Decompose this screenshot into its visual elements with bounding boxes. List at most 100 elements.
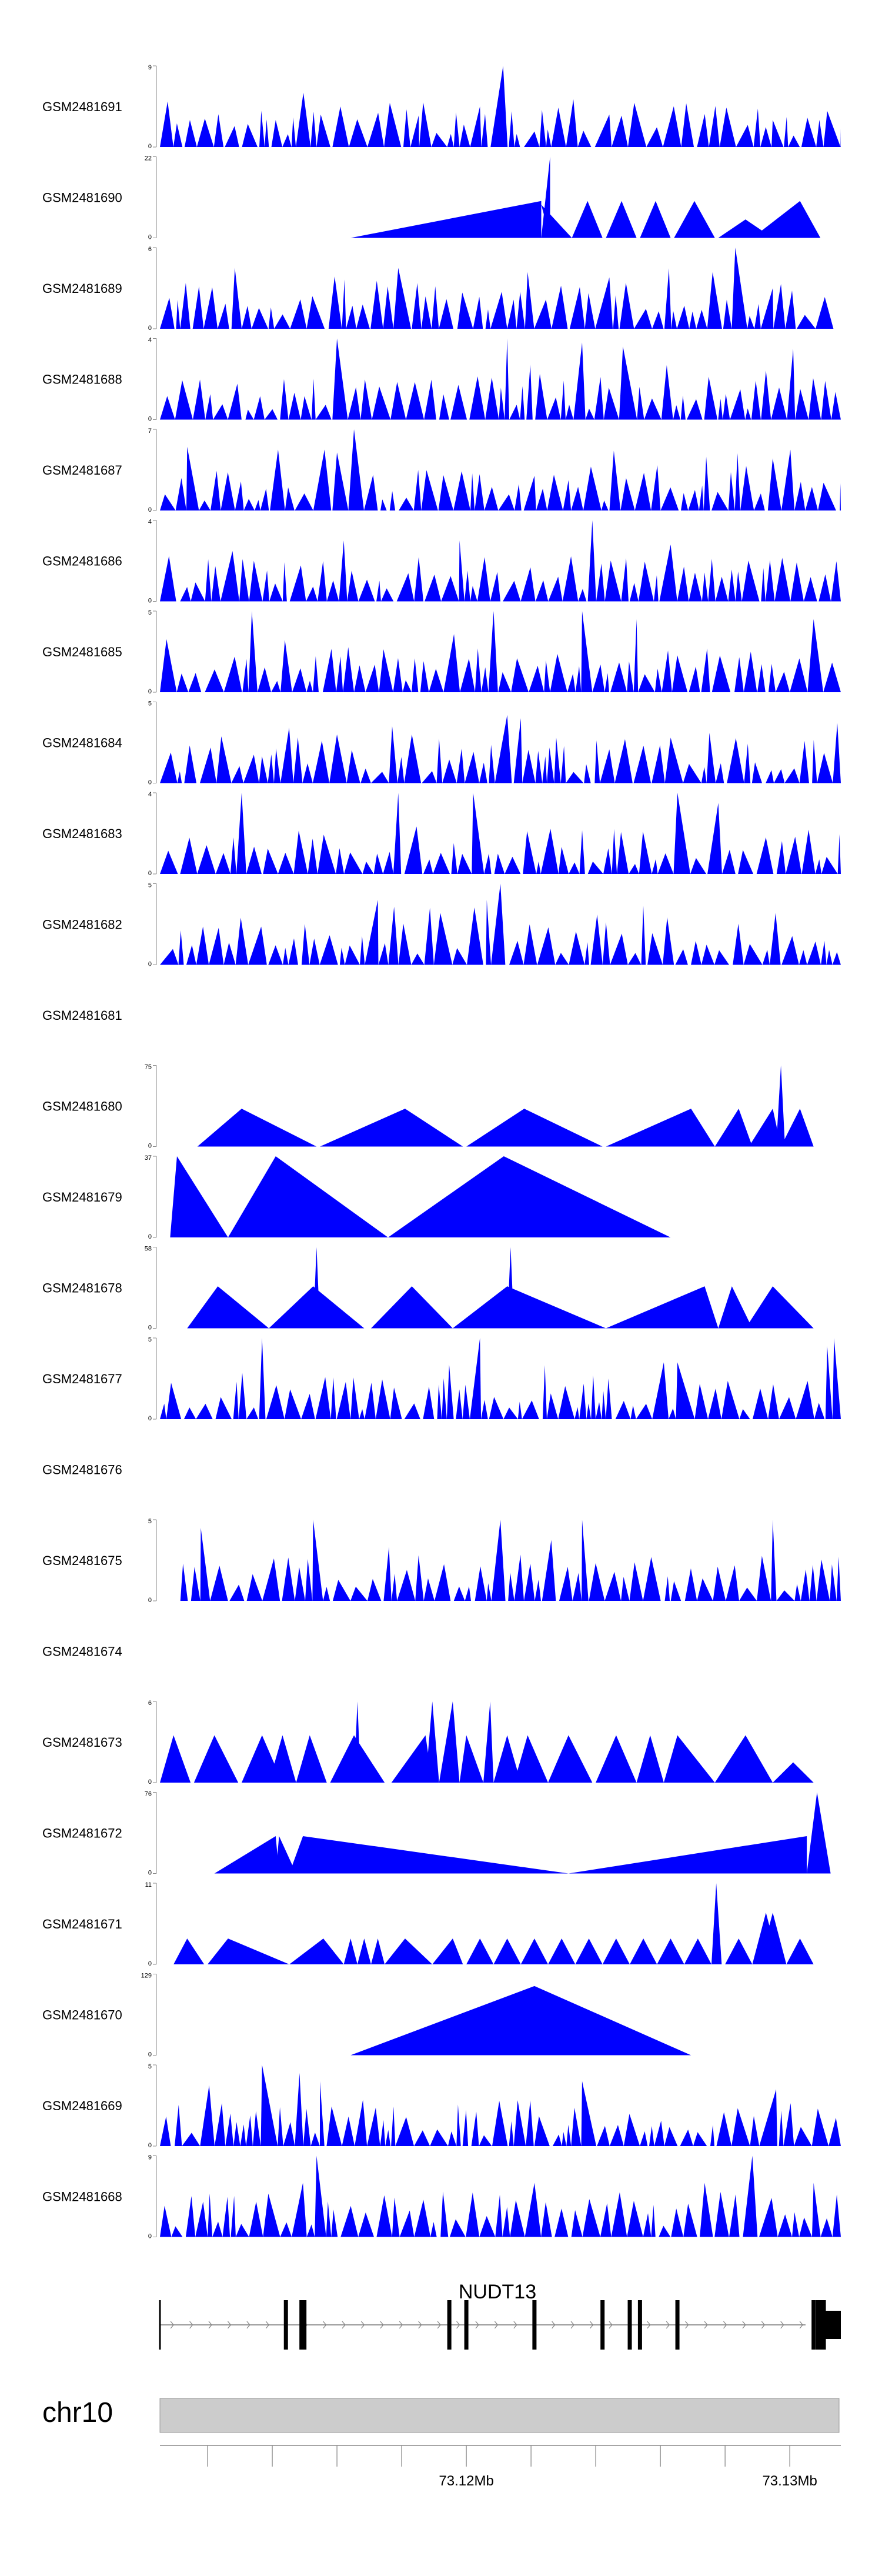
coverage-peak: [815, 859, 822, 874]
coverage-peak: [773, 1762, 814, 1783]
coverage-peak: [636, 1735, 664, 1783]
coverage-peak: [534, 1580, 541, 1601]
coverage-peak: [604, 1571, 622, 1601]
coverage-peak: [296, 1735, 327, 1783]
coverage-peak: [464, 570, 470, 602]
coverage-peak: [196, 1403, 213, 1419]
coverage-peak: [348, 429, 364, 510]
coverage-peak: [551, 107, 566, 147]
track-GSM2481682: GSM2481682 5 0: [42, 882, 841, 968]
coverage-peak: [359, 1409, 365, 1419]
coverage-peak: [423, 1578, 435, 1601]
coverage-peak: [596, 563, 605, 602]
coverage-peak: [310, 111, 317, 147]
coverage-peak: [554, 2208, 569, 2237]
coverage-peak: [360, 768, 371, 783]
coverage-peak: [572, 201, 603, 238]
coverage-peak: [205, 559, 212, 602]
coverage-peak: [306, 2224, 315, 2237]
coverage-peak: [452, 948, 467, 965]
coverage-peak: [523, 924, 537, 965]
coverage-peak: [280, 379, 289, 420]
coverage-peak: [771, 120, 784, 147]
coverage-peak: [830, 1564, 837, 1601]
coverage-peak: [671, 2208, 684, 2237]
coverage-peak: [652, 311, 664, 329]
coverage-peak: [430, 2221, 437, 2237]
coverage-peak: [566, 99, 578, 147]
coverage-peak: [231, 268, 242, 329]
coverage-peak: [524, 1563, 535, 1601]
coverage-peak: [811, 2183, 821, 2237]
coverage-peak: [278, 2107, 283, 2146]
coverage-peak: [203, 287, 218, 329]
coverage-peak: [424, 379, 436, 420]
coverage-peak: [357, 1938, 371, 1964]
coverage-peak: [587, 861, 604, 874]
coverage-peak: [652, 859, 658, 874]
coverage-peak: [823, 111, 841, 147]
coverage-peak: [328, 276, 342, 329]
track-label: GSM2481672: [42, 1826, 122, 1841]
coverage-peak: [652, 1362, 669, 1419]
coverage-peak: [523, 831, 537, 874]
coverage-peak: [606, 1379, 612, 1419]
coverage-peak: [794, 2127, 812, 2146]
coverage-peak: [211, 566, 220, 602]
coverage-peak: [421, 470, 438, 510]
coverage-peak: [807, 941, 821, 965]
coverage-peak: [757, 1556, 771, 1601]
coverage-peak: [536, 861, 541, 874]
coverage-peak: [470, 106, 482, 147]
coverage-peak: [524, 131, 540, 147]
coverage-peak: [173, 123, 183, 147]
coverage-peak: [606, 1286, 719, 1329]
coverage-peak: [383, 1547, 392, 1601]
coverage-peak: [252, 2111, 261, 2146]
coverage-peak: [235, 481, 244, 510]
coverage-peak: [439, 394, 449, 420]
coverage-peak: [393, 793, 402, 874]
coverage-peak: [691, 940, 701, 965]
coverage-peak: [759, 2198, 778, 2237]
coverage-peak: [781, 1109, 814, 1147]
coverage-peak: [225, 126, 239, 147]
coverage-peak: [718, 1286, 753, 1329]
coverage-peak: [484, 853, 492, 874]
track-GSM2481670: GSM2481670 129 0: [42, 1973, 691, 2058]
coverage-peak: [326, 2201, 332, 2237]
coverage-peak: [160, 1735, 191, 1783]
coverage-peak: [236, 793, 246, 874]
track-GSM2481679: GSM2481679 37 0: [42, 1154, 671, 1240]
coverage-peak: [360, 936, 365, 965]
coverage-peak: [213, 404, 228, 420]
coverage-peak: [821, 856, 838, 874]
coverage-peak: [621, 1577, 630, 1601]
coverage-peak: [459, 540, 465, 602]
strand-arrow: [475, 2321, 479, 2329]
coverage-peak: [509, 940, 524, 965]
coverage-peak: [633, 619, 639, 692]
coverage-peak: [562, 556, 579, 602]
coverage-peak: [520, 567, 536, 602]
coverage-peak: [240, 2124, 246, 2146]
track-label: GSM2481681: [42, 1008, 122, 1023]
coverage-peak: [290, 299, 307, 329]
coverage-peak: [615, 1401, 631, 1419]
coverage-peak: [677, 566, 689, 602]
y-max-label: 37: [145, 1154, 152, 1162]
coverage-peak: [776, 1065, 786, 1147]
coverage-peak: [738, 850, 754, 874]
strand-arrow: [570, 2321, 574, 2329]
coverage-peak: [728, 569, 736, 602]
strand-arrow: [227, 2321, 232, 2329]
track-label: GSM2481668: [42, 2190, 122, 2204]
coverage-peak: [723, 393, 730, 420]
coverage-peak: [807, 619, 824, 692]
coverage-peak: [160, 2205, 172, 2237]
coverage-peak: [462, 2110, 469, 2146]
strand-arrow: [513, 2321, 517, 2329]
coverage-peak: [390, 1387, 402, 1419]
coverage-peak: [774, 769, 785, 783]
coverage-peak: [451, 843, 457, 874]
